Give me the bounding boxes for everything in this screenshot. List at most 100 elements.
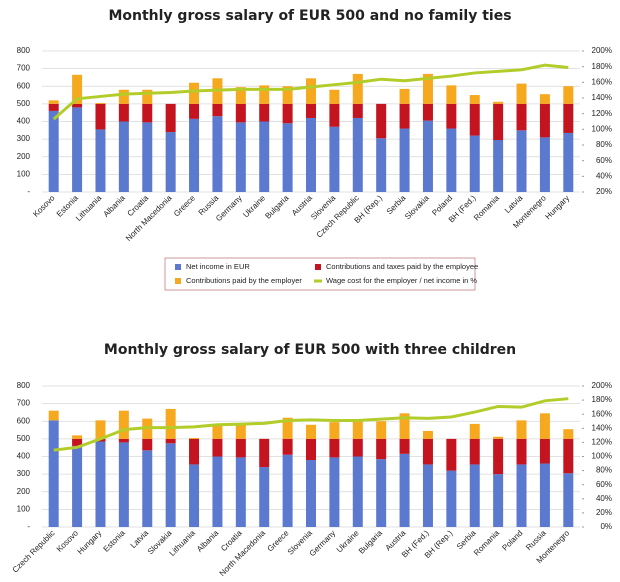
legend-label: Wage cost for the employer / net income …	[326, 276, 477, 285]
x-tick-label: Hungary	[543, 194, 571, 222]
bar-segment	[118, 121, 129, 192]
x-tick-label: Lithuania	[168, 528, 198, 558]
bar-segment	[306, 78, 316, 104]
bar-segment	[142, 89, 153, 104]
bar-segment	[142, 450, 153, 527]
x-tick-label: Latvia	[503, 193, 525, 215]
bar-segment	[259, 438, 270, 468]
bar-segment	[329, 422, 340, 439]
bar-segment	[469, 103, 480, 136]
bar-segment	[142, 103, 153, 123]
y2-tick-label: 180%	[592, 395, 612, 404]
bar-segment	[259, 85, 270, 104]
bar-segment	[563, 103, 574, 133]
y2-tick-label: 180%	[592, 62, 612, 71]
x-tick-label: Poland	[500, 529, 524, 553]
y2-tick-label: 60%	[596, 156, 612, 165]
bar-segment	[352, 117, 363, 192]
y-tick-label: -	[27, 522, 30, 531]
y2-tick-label: 20%	[596, 508, 612, 517]
bar-segment	[189, 438, 200, 465]
bar-segment	[165, 408, 176, 439]
bar-segment	[469, 95, 480, 104]
y-tick-label: 300	[17, 134, 31, 143]
bar-segment	[469, 135, 480, 192]
bar-segment	[329, 89, 340, 104]
bar-segment	[446, 438, 457, 471]
bar-segment	[563, 132, 574, 192]
bar-segment	[446, 85, 457, 104]
bar-segment	[306, 103, 316, 118]
bar-segment	[235, 122, 246, 192]
y-tick-label: -	[27, 187, 30, 196]
y2-tick-label: 60%	[596, 480, 612, 489]
bar-segment	[352, 73, 363, 104]
bar-segment	[376, 138, 387, 192]
bar-segment	[563, 473, 574, 527]
bar-segment	[165, 443, 176, 527]
chart-title: Monthly gross salary of EUR 500 and no f…	[108, 8, 511, 24]
bar-segment	[539, 103, 550, 138]
bar-segment	[165, 103, 176, 133]
bar-segment	[235, 438, 246, 458]
y-tick-label: 100	[17, 169, 31, 178]
bar-segment	[235, 457, 246, 527]
bar-segment	[563, 429, 574, 439]
x-tick-label: Romania	[472, 193, 501, 222]
y2-tick-label: 120%	[592, 438, 612, 447]
bar-segment	[446, 470, 457, 527]
bar-segment	[118, 438, 129, 443]
bar-segment	[48, 410, 59, 421]
y-tick-label: 700	[17, 64, 31, 73]
bar-segment	[516, 464, 527, 527]
bar-segment	[563, 86, 574, 104]
bar-segment	[399, 88, 410, 104]
bar-segment	[282, 103, 293, 124]
bar-segment	[118, 410, 129, 439]
bar-segment	[493, 474, 504, 527]
bar-segment	[259, 121, 270, 192]
bar-segment	[95, 420, 106, 439]
bar-segment	[118, 89, 129, 104]
y2-tick-label: 40%	[596, 494, 612, 503]
bar-segment	[376, 438, 387, 460]
bar-segment	[329, 438, 340, 458]
x-tick-label: Romania	[472, 528, 501, 557]
bar-segment	[446, 103, 457, 129]
x-tick-label: Greece	[172, 193, 197, 218]
bar-segment	[212, 424, 223, 439]
bar-segment	[469, 438, 480, 465]
bar-segment	[422, 438, 433, 465]
bar-segment	[189, 118, 200, 192]
bar-segment	[376, 103, 387, 139]
bar-segment	[469, 464, 480, 527]
bar-segment	[189, 103, 200, 119]
bar-segment	[282, 438, 293, 455]
bar-segment	[539, 94, 550, 104]
bar-segment	[469, 423, 480, 439]
bar-segment	[539, 413, 550, 439]
bar-segment	[399, 453, 410, 527]
legend-label: Contributions and taxes paid by the empl…	[326, 262, 478, 271]
y2-tick-label: 200%	[592, 381, 612, 390]
bar-segment	[306, 460, 316, 527]
y2-tick-label: 160%	[592, 409, 612, 418]
bar-segment	[306, 117, 316, 192]
y-tick-label: 400	[17, 452, 31, 461]
bar-segment	[399, 438, 410, 454]
bar-segment	[212, 103, 223, 117]
x-tick-label: Lithuania	[74, 193, 104, 223]
bar-segment	[282, 454, 293, 527]
bar-segment	[329, 126, 340, 192]
y2-tick-label: 100%	[592, 452, 612, 461]
bar-segment	[95, 103, 106, 130]
bar-segment	[118, 103, 129, 122]
bar-segment	[48, 110, 59, 192]
bar-segment	[235, 87, 246, 104]
y2-tick-label: 160%	[592, 77, 612, 86]
y2-tick-label: 80%	[596, 466, 612, 475]
legend-box	[164, 257, 476, 291]
bar-segment	[446, 128, 457, 192]
bar-segment	[539, 438, 550, 464]
